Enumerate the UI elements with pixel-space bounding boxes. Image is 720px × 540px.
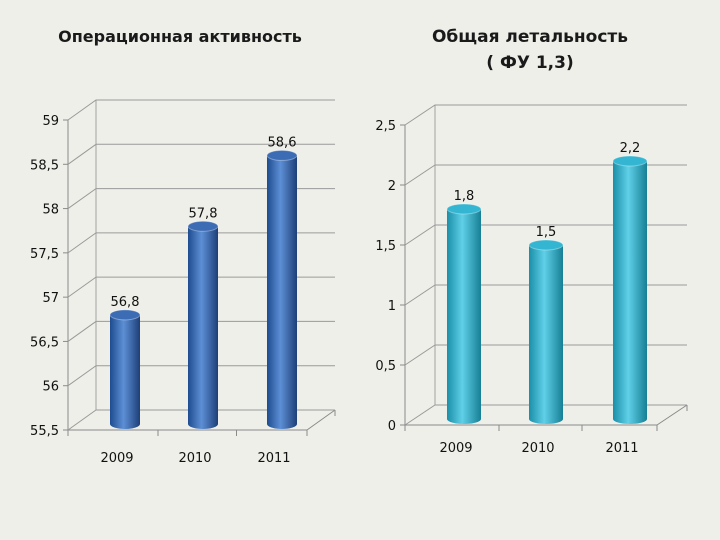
gridline bbox=[67, 99, 335, 121]
gridline bbox=[67, 365, 335, 387]
data-label: 2,2 bbox=[620, 141, 641, 156]
gridline bbox=[67, 143, 335, 165]
bar-body bbox=[267, 155, 297, 424]
x-tick-label: 2011 bbox=[605, 441, 638, 456]
x-tick-label: 2009 bbox=[439, 441, 472, 456]
gridline bbox=[67, 409, 335, 431]
gridline bbox=[67, 188, 335, 209]
y-axis-ticks: 0 0,5 1 1,5 2 2,5 bbox=[375, 119, 405, 434]
bar-body bbox=[613, 161, 647, 419]
y-tick-label: 56,5 bbox=[30, 335, 59, 350]
gridline bbox=[67, 232, 335, 254]
y-tick-label: 0 bbox=[388, 419, 396, 434]
x-tick-label: 2011 bbox=[257, 451, 290, 466]
bar: 1,5 bbox=[528, 225, 564, 424]
data-label: 1,5 bbox=[536, 225, 557, 240]
gridline bbox=[67, 320, 335, 342]
y-tick-label: 2 bbox=[388, 179, 396, 194]
data-label: 56,8 bbox=[111, 295, 140, 310]
gridlines bbox=[67, 99, 335, 431]
bar-top bbox=[446, 203, 482, 215]
y-tick-label: 57 bbox=[42, 291, 59, 306]
y-tick-label: 56 bbox=[42, 380, 59, 395]
bar: 57,8 bbox=[187, 206, 219, 429]
x-axis-ticks: 2009 2010 2011 bbox=[404, 425, 658, 456]
bars: 56,8 57,8 58,6 bbox=[109, 135, 298, 429]
data-label: 58,6 bbox=[268, 135, 297, 150]
bar-body bbox=[188, 226, 218, 424]
bar-top bbox=[266, 149, 298, 161]
bar-top bbox=[612, 155, 648, 167]
bar-body bbox=[110, 314, 140, 424]
y-tick-label: 55,5 bbox=[30, 424, 59, 439]
bar-top bbox=[528, 239, 564, 251]
gridline bbox=[404, 224, 687, 246]
bar: 56,8 bbox=[109, 295, 141, 429]
bars: 1,8 1,5 2,2 bbox=[446, 141, 648, 424]
x-tick-label: 2010 bbox=[521, 441, 554, 456]
bar: 58,6 bbox=[266, 135, 298, 429]
bar: 2,2 bbox=[612, 141, 648, 424]
gridlines bbox=[404, 104, 687, 426]
y-tick-label: 1,5 bbox=[375, 239, 396, 254]
gridline bbox=[404, 404, 687, 426]
y-tick-label: 57,5 bbox=[30, 247, 59, 262]
floor-edge bbox=[656, 404, 688, 426]
chart-title: Общая летальность bbox=[432, 27, 628, 47]
x-tick-label: 2010 bbox=[178, 451, 211, 466]
chart-operational-activity: Операционная активность 55,5 56 56,5 57 57,5… bbox=[30, 27, 336, 466]
x-tick-label: 2009 bbox=[100, 451, 133, 466]
bar: 1,8 bbox=[446, 189, 482, 424]
floor-edge bbox=[306, 409, 336, 431]
data-label: 1,8 bbox=[454, 189, 475, 204]
y-axis-ticks: 55,5 56 56,5 57 57,5 58 58,5 59 bbox=[30, 114, 68, 439]
y-tick-label: 0,5 bbox=[375, 359, 396, 374]
gridline bbox=[67, 276, 335, 298]
y-tick-label: 58 bbox=[42, 203, 59, 218]
y-tick-label: 58,5 bbox=[30, 158, 59, 173]
bar-body bbox=[447, 209, 481, 419]
bar-top bbox=[187, 220, 219, 232]
chart-subtitle: ( ФУ 1,3) bbox=[486, 53, 573, 73]
y-tick-label: 59 bbox=[42, 114, 59, 129]
y-tick-label: 1 bbox=[388, 299, 396, 314]
gridline bbox=[404, 344, 687, 366]
chart-title: Операционная активность bbox=[58, 27, 302, 46]
bar-body bbox=[529, 245, 563, 419]
x-axis-ticks: 2009 2010 2011 bbox=[67, 430, 308, 466]
y-tick-label: 2,5 bbox=[375, 119, 396, 134]
chart-frame bbox=[67, 100, 336, 431]
gridline bbox=[404, 284, 687, 306]
chart-total-mortality: Общая летальность ( ФУ 1,3) 0 0,5 1 1,5 2 2,5… bbox=[375, 27, 688, 456]
bar-top bbox=[109, 309, 141, 321]
gridline bbox=[404, 164, 687, 186]
data-label: 57,8 bbox=[189, 206, 218, 221]
gridline bbox=[404, 104, 687, 126]
chart-frame bbox=[404, 105, 688, 426]
